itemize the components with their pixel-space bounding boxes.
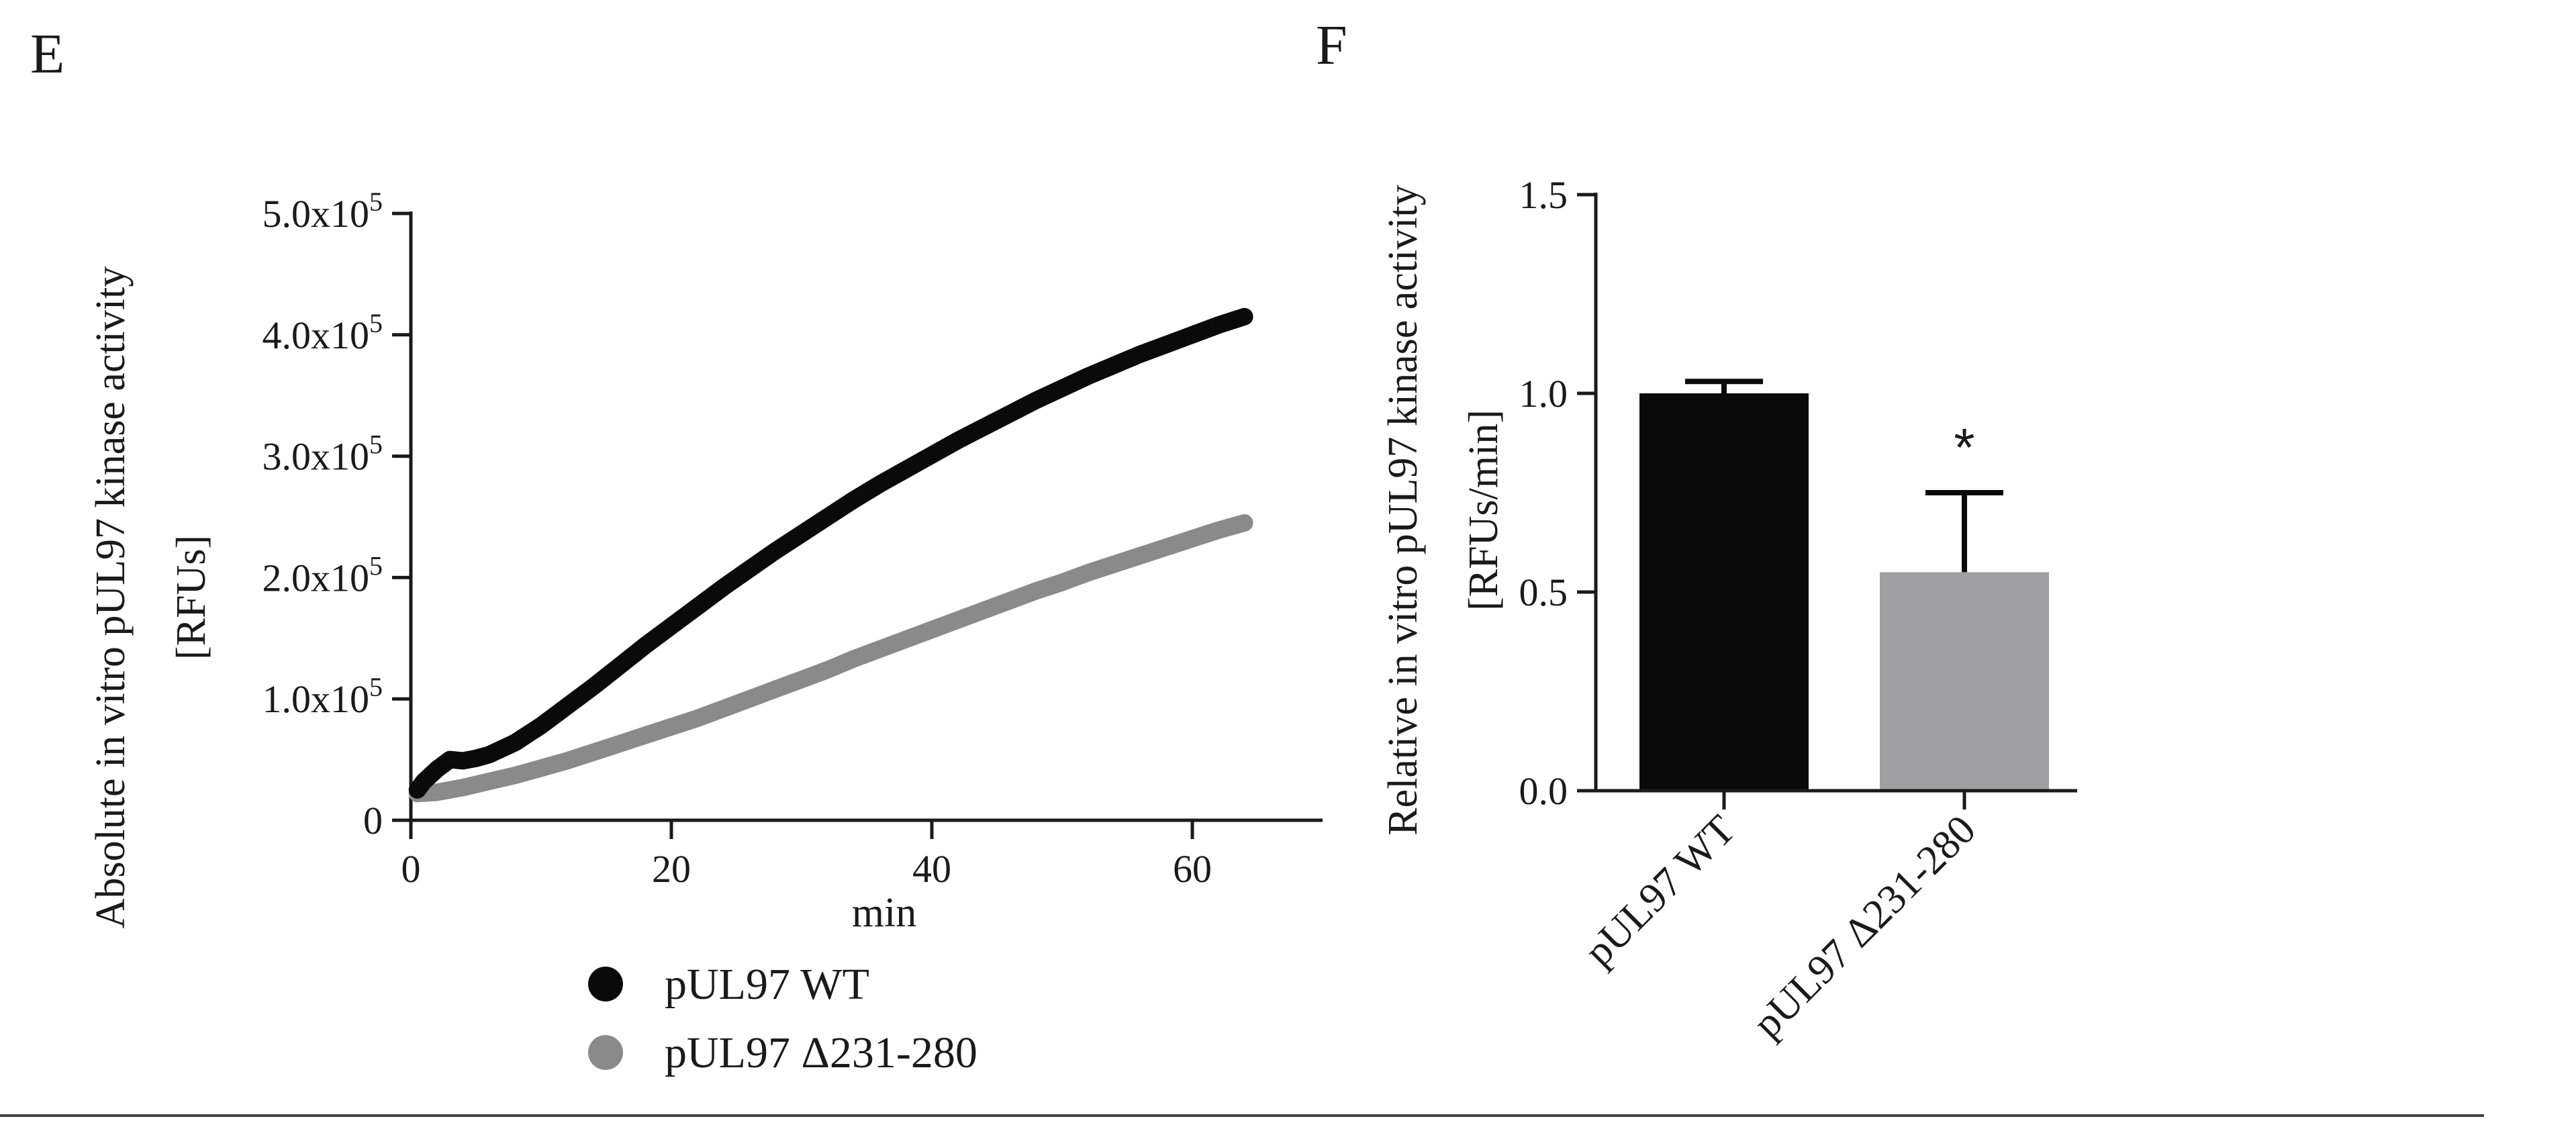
series-line-wt <box>408 307 1253 799</box>
panel-f-bar-chart: F Relative in vitro pUL97 kinase activit… <box>1316 14 2077 1046</box>
bar <box>1880 572 2049 791</box>
panel-e-y-axis-title-line2: [RFUs] <box>169 535 214 660</box>
y-tick-label: 4.0x105 <box>263 308 383 357</box>
x-tick-label: 60 <box>1173 847 1212 891</box>
panel-f-bars-group: pUL97 WT pUL97 Δ231-280 * <box>1576 379 2049 1047</box>
y-tick-exponent: 5 <box>369 187 383 217</box>
y-tick-base: 3.0x10 <box>263 435 370 479</box>
panel-e-y-axis-title-line1: Absolute in vitro pUL97 kinase activity <box>88 266 134 929</box>
y-tick-label: 0.5 <box>1519 571 1568 614</box>
panel-e-y-axis-title: Absolute in vitro pUL97 kinase activity … <box>88 266 214 929</box>
x-tick-label: 40 <box>912 847 951 891</box>
x-tick-label: 0 <box>401 847 421 891</box>
panel-e-x-ticks: 0 20 40 60 <box>401 820 1212 891</box>
y-tick-label: 3.0x105 <box>263 430 383 479</box>
y-tick-base: 0 <box>363 799 383 842</box>
x-category-label: pUL97 Δ231-280 <box>1744 807 1985 1047</box>
legend-marker-wt <box>588 967 623 1001</box>
x-category-label: pUL97 WT <box>1576 807 1744 975</box>
y-tick-label: 5.0x105 <box>263 187 383 236</box>
y-tick-label: 1.0 <box>1519 372 1568 415</box>
series-line-mutant <box>408 514 1253 803</box>
panel-e-line-chart: E Absolute in vitro pUL97 kinase activit… <box>30 23 1323 1077</box>
significance-mark: * <box>1954 418 1974 477</box>
y-tick-label: 2.0x105 <box>263 550 383 599</box>
legend-label-mutant: pUL97 Δ231-280 <box>665 1028 977 1077</box>
y-tick-exponent: 5 <box>369 308 383 338</box>
panel-f-y-axis-title-line2: [RFUs/min] <box>1461 409 1507 611</box>
panel-e-legend: pUL97 WT pUL97 Δ231-280 <box>588 960 977 1077</box>
y-tick-exponent: 5 <box>369 672 383 702</box>
y-tick-exponent: 5 <box>369 550 383 581</box>
legend-marker-mutant <box>588 1035 623 1070</box>
y-tick-base: 4.0x10 <box>263 313 370 357</box>
legend-label-wt: pUL97 WT <box>665 960 869 1009</box>
y-tick-base: 1.0x10 <box>263 677 370 721</box>
y-tick-label: 1.5 <box>1519 173 1568 217</box>
y-tick-exponent: 5 <box>369 430 383 460</box>
panel-f-y-axis-title-line1: Relative in vitro pUL97 kinase activity <box>1380 185 1426 835</box>
panel-e-series-group <box>408 307 1253 803</box>
bar <box>1639 393 1809 791</box>
panel-f-y-axis-title: Relative in vitro pUL97 kinase activity … <box>1380 185 1507 835</box>
y-tick-label: 0 <box>363 799 383 842</box>
y-tick-base: 2.0x10 <box>263 556 370 599</box>
panel-e-x-axis-title: min <box>852 890 916 936</box>
y-tick-label: 1.0x105 <box>263 672 383 721</box>
y-tick-label: 0.0 <box>1519 769 1568 813</box>
panel-f-y-ticks: 0.0 0.5 1.0 1.5 <box>1519 173 1596 813</box>
y-tick-base: 5.0x10 <box>263 192 370 236</box>
x-tick-label: 20 <box>652 847 691 891</box>
panel-e-letter: E <box>30 23 64 85</box>
panel-f-letter: F <box>1316 14 1347 77</box>
